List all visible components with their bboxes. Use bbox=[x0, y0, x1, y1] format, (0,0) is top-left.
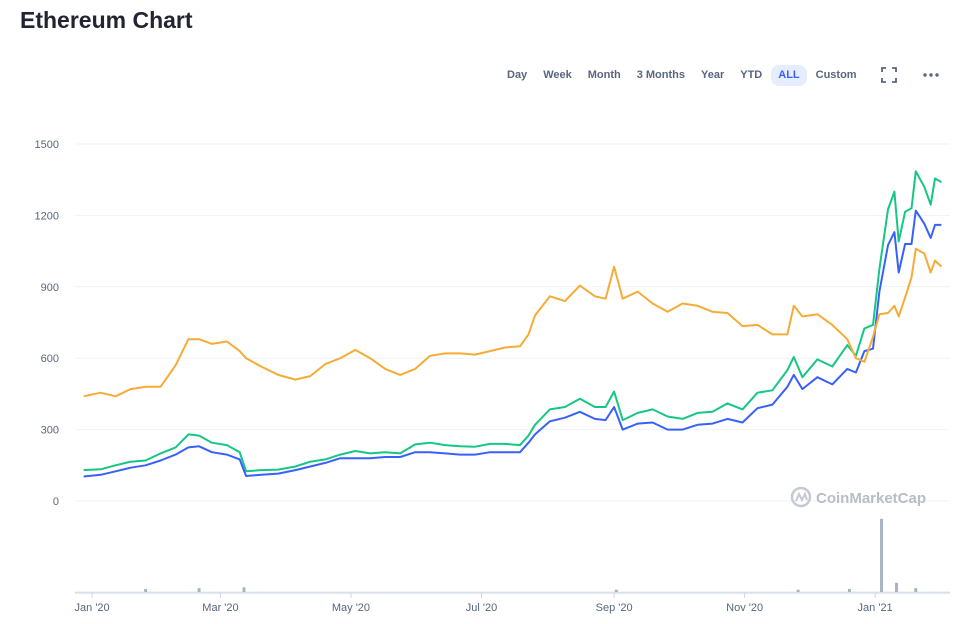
coinmarketcap-logo-icon bbox=[790, 486, 812, 508]
x-tick-label: Jul '20 bbox=[466, 602, 497, 614]
more-icon[interactable] bbox=[922, 66, 940, 84]
series-line-1 bbox=[83, 170, 942, 473]
volume-bar bbox=[197, 588, 201, 592]
y-tick-label: 1200 bbox=[35, 210, 59, 222]
y-tick-label: 1500 bbox=[35, 139, 59, 151]
range-button-week[interactable]: Week bbox=[543, 68, 572, 81]
volume-bar bbox=[847, 588, 851, 592]
range-button-year[interactable]: Year bbox=[701, 68, 725, 81]
volume-bar bbox=[880, 518, 884, 592]
y-tick-label: 0 bbox=[53, 496, 59, 508]
x-tick-label: Jan '20 bbox=[75, 602, 110, 614]
watermark: CoinMarketCap bbox=[790, 486, 926, 508]
range-button-3-months[interactable]: 3 Months bbox=[636, 68, 685, 81]
volume-bar bbox=[796, 589, 800, 592]
range-button-custom[interactable]: Custom bbox=[815, 68, 857, 81]
page-title: Ethereum Chart bbox=[20, 7, 193, 33]
volume-bar bbox=[614, 589, 618, 592]
x-tick-label: Sep '20 bbox=[596, 602, 633, 614]
range-button-month[interactable]: Month bbox=[587, 68, 621, 81]
fullscreen-icon[interactable] bbox=[880, 66, 898, 84]
x-tick-label: Jan '21 bbox=[858, 602, 893, 614]
y-tick-label: 300 bbox=[41, 425, 59, 437]
time-range-selector: Day Week Month 3 Months Year YTD ALL Custom bbox=[500, 64, 866, 86]
y-tick-label: 600 bbox=[41, 353, 59, 365]
volume-bar bbox=[914, 588, 918, 592]
range-button-day[interactable]: Day bbox=[507, 68, 528, 81]
watermark-text: CoinMarketCap bbox=[816, 490, 926, 507]
range-button-ytd[interactable]: YTD bbox=[740, 68, 763, 81]
volume-bar bbox=[144, 588, 148, 592]
series-line-3 bbox=[83, 247, 943, 398]
x-tick-label: May '20 bbox=[332, 602, 370, 614]
range-button-all[interactable]: ALL bbox=[771, 64, 807, 86]
volume-bar bbox=[895, 582, 899, 592]
x-tick-label: Mar '20 bbox=[202, 602, 238, 614]
y-tick-label: 900 bbox=[41, 282, 59, 294]
x-tick-label: Nov '20 bbox=[726, 602, 763, 614]
volume-bar bbox=[242, 587, 246, 592]
